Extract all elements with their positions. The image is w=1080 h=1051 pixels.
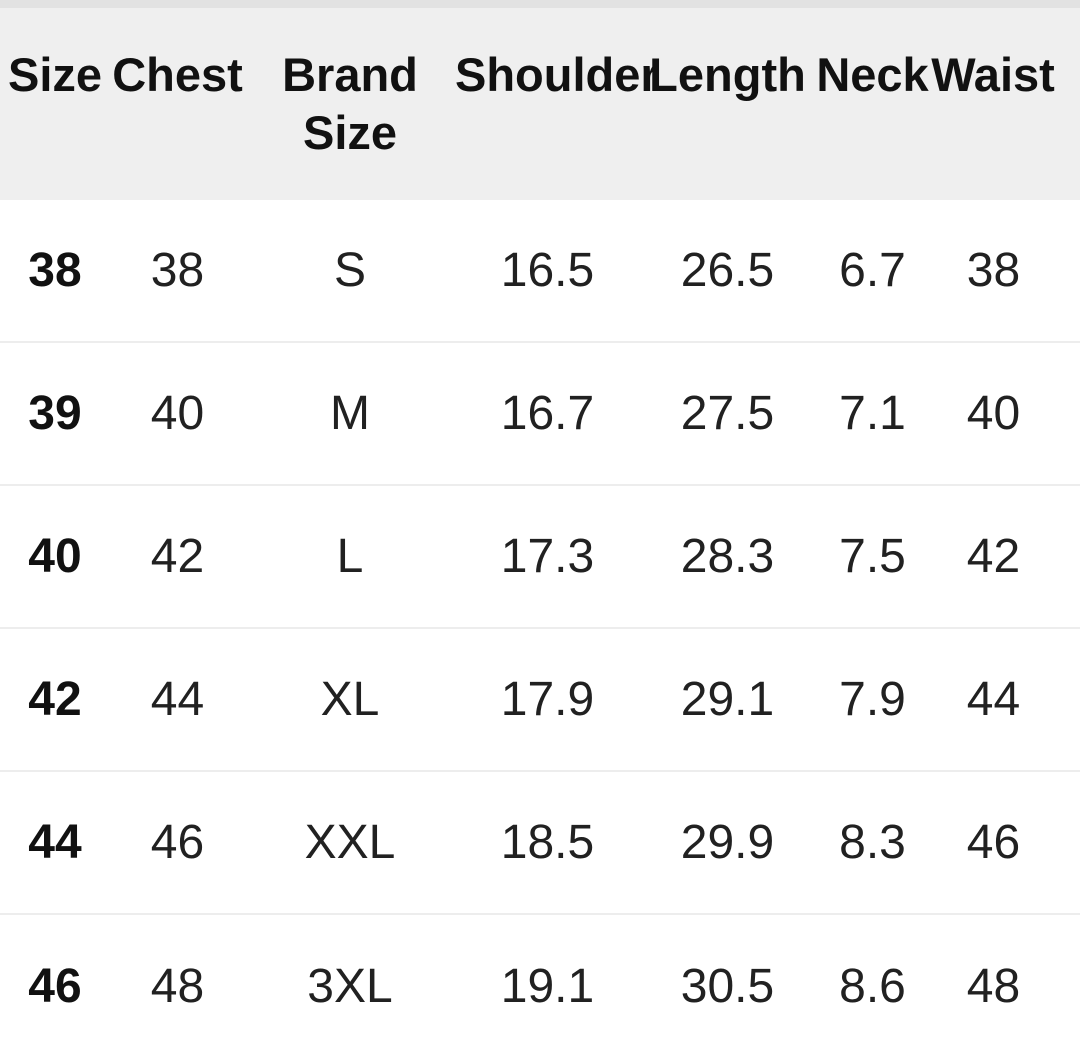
cell-shoulder: 16.7 (455, 342, 640, 486)
table-row: 38 38 S 16.5 26.5 6.7 38 (0, 200, 1080, 343)
cell-neck: 7.5 (815, 485, 930, 629)
cell-brand-size: L (245, 485, 455, 629)
cell-chest: 38 (110, 200, 245, 343)
cell-size: 40 (0, 485, 110, 629)
header-label: Size (7, 48, 103, 101)
column-header-size: Size (0, 8, 110, 200)
cell-waist: 44 (930, 628, 1080, 772)
cell-shoulder: 17.9 (455, 628, 640, 772)
cell-size: 38 (0, 200, 110, 343)
cell-neck: 8.6 (839, 960, 906, 1013)
cell-waist: 46 (930, 771, 1080, 915)
top-edge-strip (0, 0, 1080, 8)
cell-brand-size: S (245, 200, 455, 343)
cell-waist: 38 (930, 200, 1080, 343)
cell-shoulder: 19.1 (500, 960, 595, 1013)
header-row: Size Chest Brand Size Shoulder Length (0, 8, 1080, 200)
cell-waist: 40 (930, 342, 1080, 486)
table-header: Size Chest Brand Size Shoulder Length (0, 8, 1080, 200)
column-header-neck: Neck (815, 8, 930, 200)
cell-chest: 48 (150, 960, 205, 1013)
cell-chest: 40 (110, 342, 245, 486)
cell-shoulder: 17.3 (455, 485, 640, 629)
cell-brand-size: XL (245, 628, 455, 772)
cell-chest: 42 (110, 485, 245, 629)
cell-neck: 7.9 (815, 628, 930, 772)
column-header-length: Length (640, 8, 815, 200)
header-label-line2: Size (302, 106, 398, 159)
table-body: 38 38 S 16.5 26.5 6.7 38 39 40 M 16.7 27… (0, 200, 1080, 1051)
table-row: 46 48 3XL 19.1 30.5 8.6 48 (0, 914, 1080, 1051)
cell-size: 39 (0, 342, 110, 486)
column-header-waist: Waist (930, 8, 1080, 200)
cell-brand-size: XXL (245, 771, 455, 915)
column-header-shoulder: Shoulder (455, 8, 659, 200)
header-label: Waist (931, 48, 1055, 101)
cell-length: 28.3 (640, 485, 815, 629)
cell-brand-size: 3XL (307, 960, 393, 1013)
header-label: Neck (816, 48, 929, 101)
header-label: Shoulder (455, 48, 659, 101)
cell-length: 27.5 (640, 342, 815, 486)
cell-length: 29.9 (640, 771, 815, 915)
table-row: 39 40 M 16.7 27.5 7.1 40 (0, 342, 1080, 486)
cell-neck: 6.7 (815, 200, 930, 343)
size-chart-table: Size Chest Brand Size Shoulder Length (0, 8, 1080, 1051)
header-label: Length (649, 48, 806, 101)
cell-neck: 7.1 (815, 342, 930, 486)
cell-waist: 48 (966, 960, 1021, 1013)
cell-size: 44 (0, 771, 110, 915)
cell-size: 42 (0, 628, 110, 772)
cell-shoulder: 16.5 (455, 200, 640, 343)
header-label: Brand (282, 48, 418, 101)
cell-length: 26.5 (640, 200, 815, 343)
cell-chest: 44 (110, 628, 245, 772)
cell-length: 29.1 (640, 628, 815, 772)
cell-size: 46 (28, 960, 82, 1013)
cell-neck: 8.3 (815, 771, 930, 915)
table-row: 42 44 XL 17.9 29.1 7.9 44 (0, 628, 1080, 772)
table-row: 44 46 XXL 18.5 29.9 8.3 46 (0, 771, 1080, 915)
cell-length: 30.5 (680, 960, 775, 1013)
cell-brand-size: M (245, 342, 455, 486)
header-label: Chest (112, 48, 243, 101)
column-header-chest: Chest (110, 8, 245, 200)
column-header-brand-size: Brand Size (245, 8, 455, 200)
cell-shoulder: 18.5 (455, 771, 640, 915)
table-row: 40 42 L 17.3 28.3 7.5 42 (0, 485, 1080, 629)
cell-chest: 46 (110, 771, 245, 915)
cell-waist: 42 (930, 485, 1080, 629)
